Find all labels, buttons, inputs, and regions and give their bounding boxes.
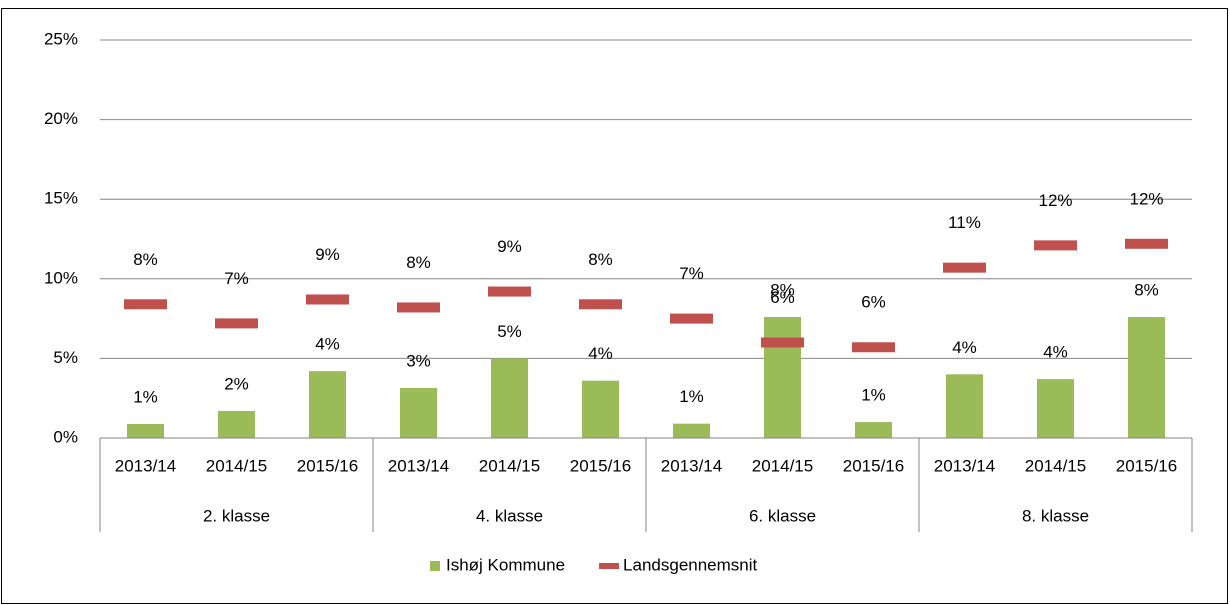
x-tick-label: 2013/14 [661,456,722,475]
y-tick-label: 10% [44,268,78,287]
x-tick-label: 2013/14 [934,456,995,475]
bar [400,388,437,438]
marker [397,302,440,313]
x-tick-label: 2014/15 [206,456,267,475]
data-label: 9% [315,245,340,264]
marker [852,342,895,353]
y-tick-label: 20% [44,109,78,128]
data-label: 8% [588,250,613,269]
bar [127,423,164,438]
y-tick-label: 15% [44,189,78,208]
bar [855,422,892,438]
marker [579,299,622,310]
group-label: 2. klasse [203,506,270,525]
data-label: 9% [497,237,522,256]
data-label: 12% [1129,189,1163,208]
data-label: 3% [406,351,431,370]
y-tick-label: 0% [53,427,78,446]
data-label: 7% [679,264,704,283]
bar [582,380,619,438]
x-tick-label: 2013/14 [115,456,176,475]
data-label: 1% [679,387,704,406]
data-label: 4% [315,335,340,354]
data-label: 7% [224,269,249,288]
marker [943,262,986,273]
x-tick-label: 2015/16 [570,456,631,475]
marker [306,294,349,305]
legend-swatch [599,563,620,569]
bar [1037,379,1074,438]
marker [124,299,167,310]
x-tick-label: 2015/16 [843,456,904,475]
y-tick-label: 5% [53,348,78,367]
data-label: 4% [952,338,977,357]
legend-label: Ishøj Kommune [446,555,565,574]
x-tick-label: 2015/16 [1116,456,1177,475]
data-label: 2% [224,374,249,393]
x-tick-label: 2014/15 [1025,456,1086,475]
data-label: 8% [1134,280,1159,299]
data-label: 1% [861,386,886,405]
y-tick-label: 25% [44,29,78,48]
x-tick-label: 2013/14 [388,456,449,475]
bar [218,410,255,438]
bar [764,317,801,438]
data-label: 6% [861,293,886,312]
legend-label: Landsgennemsnit [623,555,757,574]
bar [673,423,710,438]
x-tick-label: 2014/15 [752,456,813,475]
data-label: 12% [1038,191,1072,210]
group-label: 8. klasse [1022,506,1089,525]
data-label: 6% [770,288,795,307]
data-label: 5% [497,322,522,341]
group-label: 6. klasse [749,506,816,525]
data-label: 1% [133,387,158,406]
marker [761,337,804,348]
bar [946,374,983,438]
data-label: 8% [770,280,795,299]
marker [488,286,531,297]
bar [491,358,528,438]
group-label: 4. klasse [476,506,543,525]
marker [1034,240,1077,251]
bar [309,371,346,438]
data-label: 4% [1043,343,1068,362]
marker [1125,238,1168,249]
marker [670,313,713,324]
x-tick-label: 2014/15 [479,456,540,475]
data-label: 4% [588,344,613,363]
x-tick-label: 2015/16 [297,456,358,475]
data-label: 8% [406,253,431,272]
data-label: 8% [133,250,158,269]
marker [215,318,258,329]
data-label: 11% [948,213,981,232]
bar [1128,317,1165,438]
legend-swatch [430,561,440,571]
